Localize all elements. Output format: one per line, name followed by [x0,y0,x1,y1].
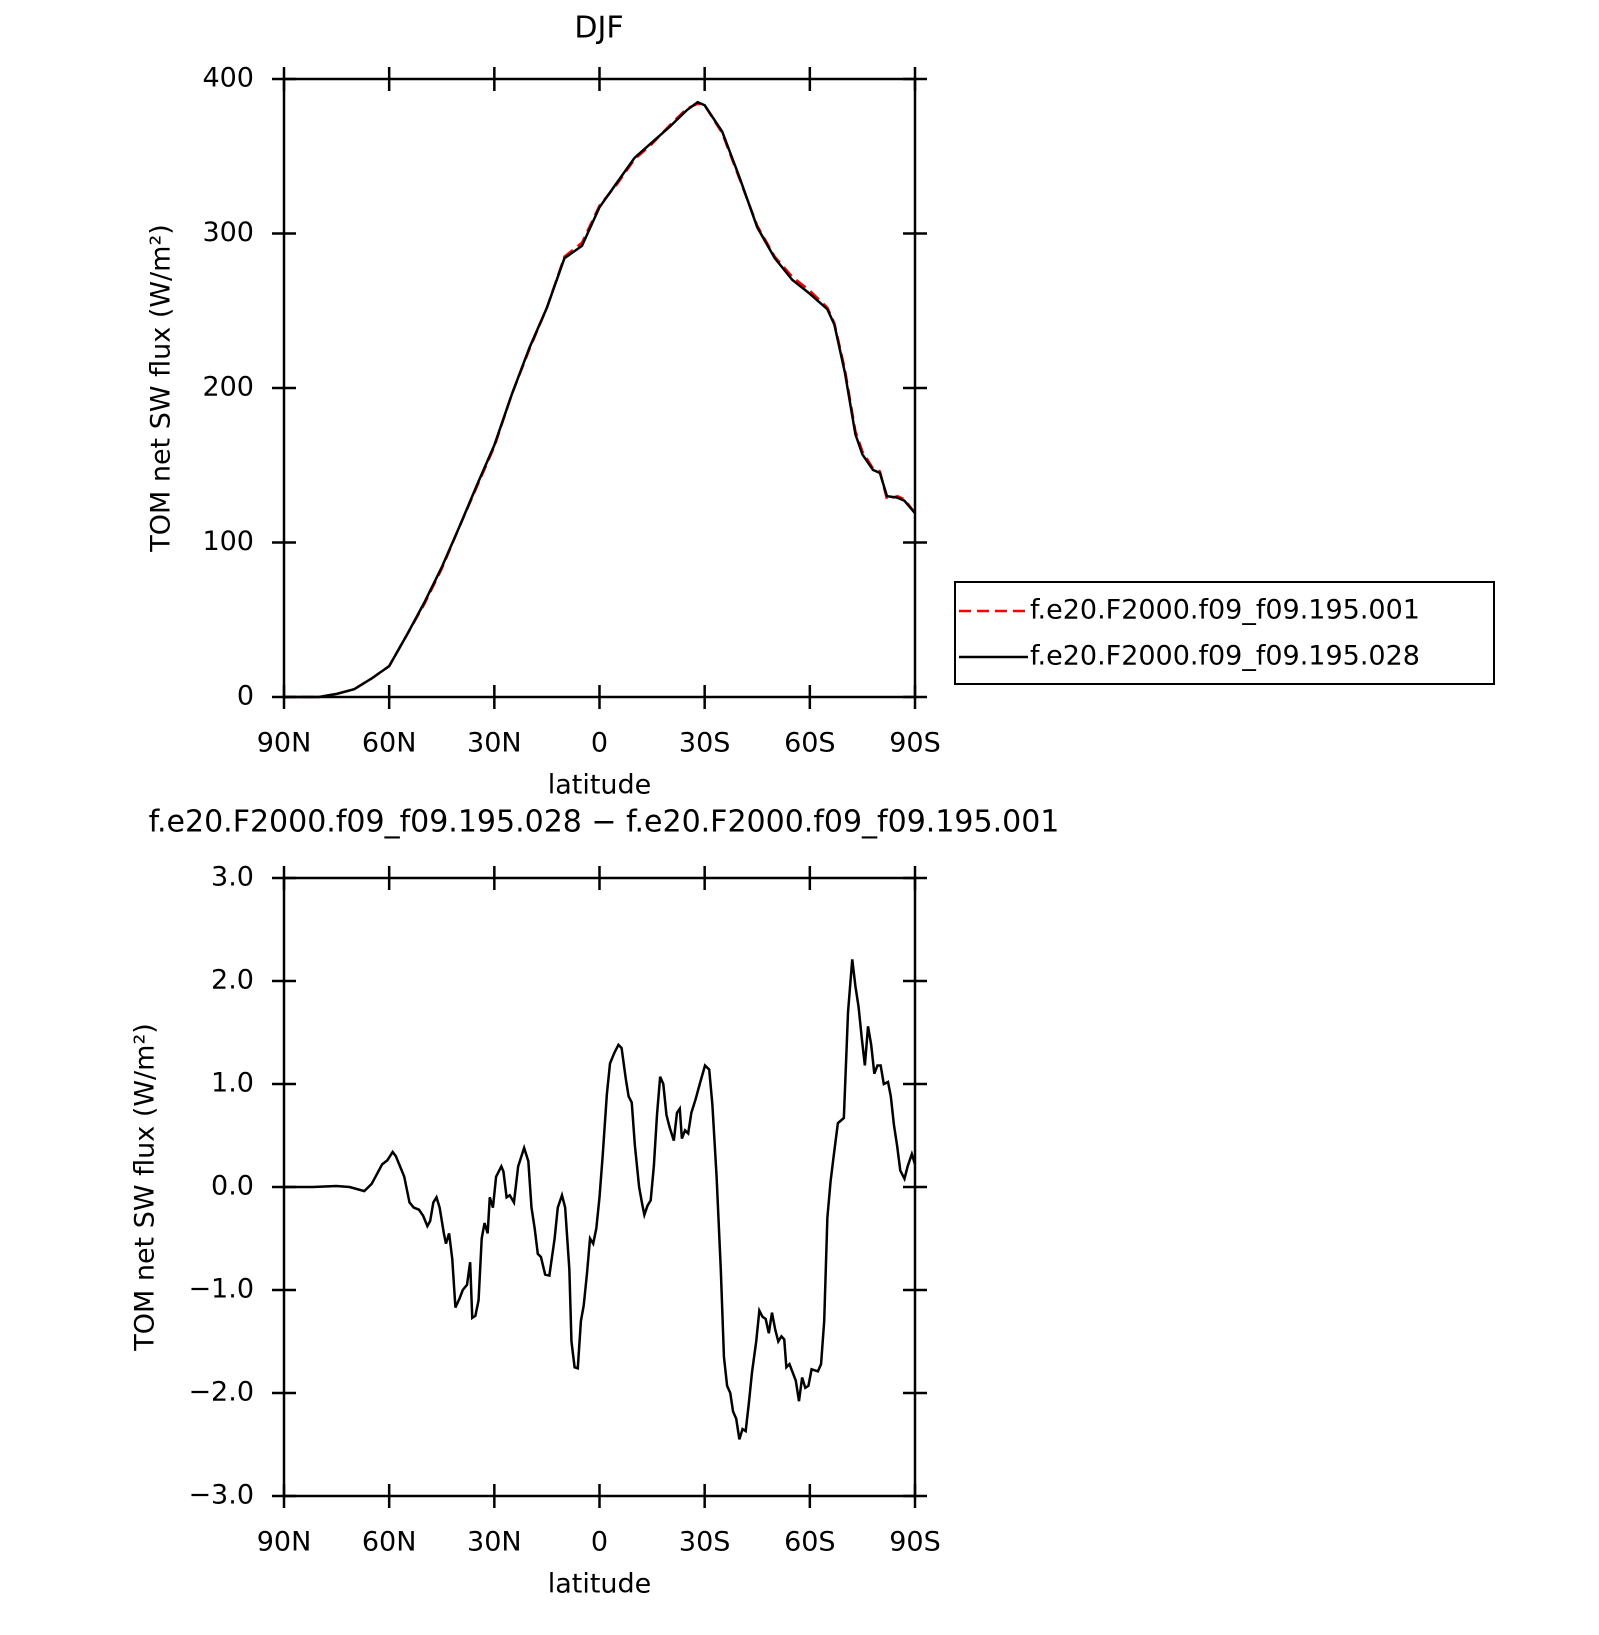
y-tick-label: 200 [202,372,254,403]
plot-frame [282,77,917,699]
x-tick-label: 60S [784,1527,836,1558]
data-line [284,100,916,699]
x-tick-label: 0 [591,1527,608,1558]
x-tick-label: 30N [467,1527,522,1558]
x-tick-label: 0 [591,728,608,759]
y-tick-label: −1.0 [188,1274,254,1305]
y-tick-label: 100 [202,526,254,557]
y-tick-label: −2.0 [188,1377,254,1408]
legend-label: f.e20.F2000.f09_f09.195.028 [1030,641,1420,672]
y-tick-label: 400 [202,63,254,94]
x-tick-label: 60N [362,1527,417,1558]
plot-frame [282,876,917,1498]
y-tick-label: 0 [237,681,254,712]
y-tick-label: −3.0 [188,1480,254,1511]
data-line [284,959,917,1440]
x-axis-label: latitude [548,770,652,801]
x-tick-label: 30N [467,728,522,759]
x-tick-label: 90S [889,1527,941,1558]
data-line [284,102,916,699]
y-tick-label: 2.0 [211,965,254,996]
chart-title: f.e20.F2000.f09_f09.195.028 − f.e20.F200… [149,805,1060,840]
legend-box [954,581,1495,685]
y-tick-label: 0.0 [211,1171,254,1202]
chart-title: DJF [574,11,623,46]
y-axis-label: TOM net SW flux (W/m²) [146,224,177,553]
x-tick-label: 90S [889,728,941,759]
x-tick-label: 60S [784,728,836,759]
x-tick-label: 90N [257,1527,312,1558]
y-tick-label: 3.0 [211,862,254,893]
x-tick-label: 60N [362,728,417,759]
legend-label: f.e20.F2000.f09_f09.195.001 [1030,595,1420,626]
x-tick-label: 30S [679,1527,731,1558]
y-axis-label: TOM net SW flux (W/m²) [130,1023,161,1352]
x-tick-label: 30S [679,728,731,759]
x-axis-label: latitude [548,1569,652,1600]
x-tick-label: 90N [257,728,312,759]
y-tick-label: 300 [202,217,254,248]
y-tick-label: 1.0 [211,1068,254,1099]
